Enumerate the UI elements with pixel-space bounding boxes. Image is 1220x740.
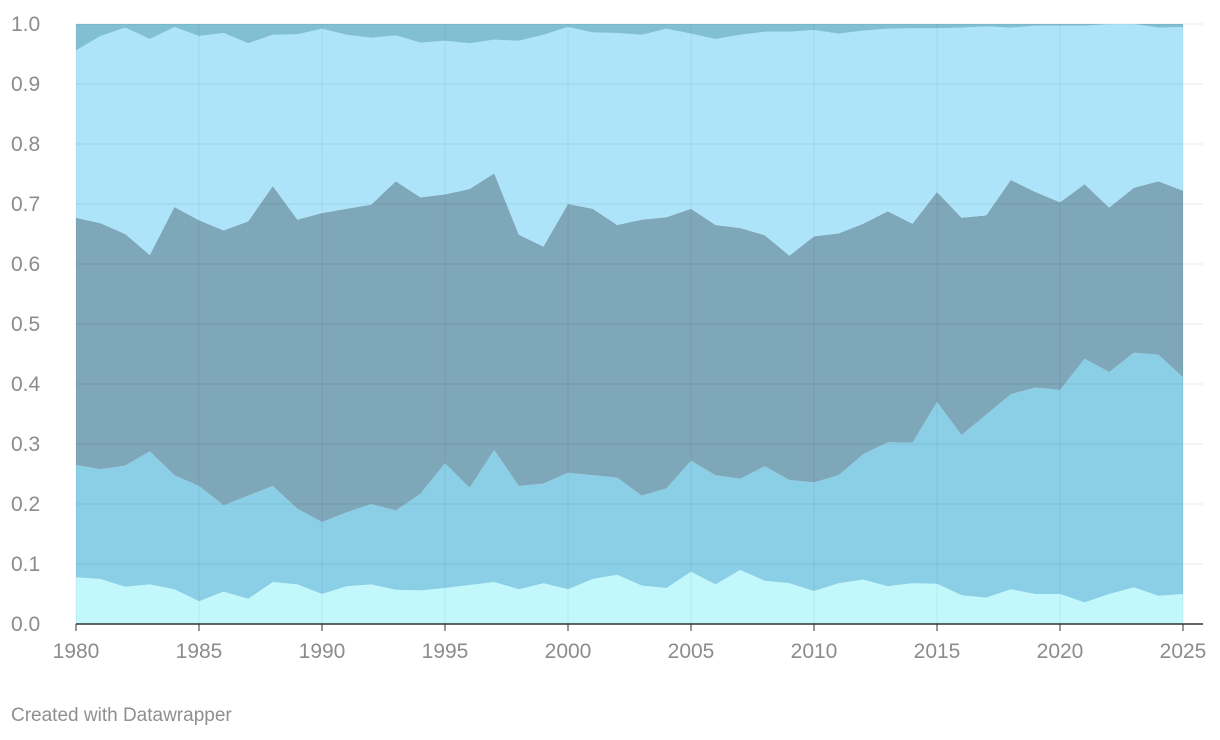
y-tick-label: 0.0 (11, 613, 40, 636)
x-tick-label: 1995 (422, 640, 469, 663)
y-tick-label: 0.3 (11, 433, 40, 456)
area-series-5 (76, 24, 1183, 51)
x-axis-ticks: 1980 1985 1990 1995 2000 2005 2010 2015 2020 2025 (53, 624, 1207, 663)
x-tick-label: 1980 (53, 640, 100, 663)
x-tick-label: 2015 (914, 640, 961, 663)
x-tick-label: 1985 (176, 640, 223, 663)
y-tick-label: 0.6 (11, 253, 40, 276)
x-tick-label: 2025 (1160, 640, 1207, 663)
stacked-area-chart: 0.00.10.20.30.40.50.60.70.80.91.0 1980 19… (11, 13, 1207, 663)
y-tick-label: 0.7 (11, 193, 40, 216)
y-tick-label: 0.2 (11, 493, 40, 516)
y-tick-label: 0.5 (11, 313, 40, 336)
y-tick-label: 0.4 (11, 373, 41, 396)
y-axis-ticks: 0.0 0.1 0.2 0.3 0.4 0.5 0.6 0.7 0.8 0.9 1.0 (11, 13, 41, 636)
grid-lines (75, 23, 1203, 624)
area-series-1 (76, 570, 1183, 624)
x-tick-label: 2000 (545, 640, 592, 663)
datawrapper-credit: Created with Datawrapper (11, 705, 232, 726)
x-tick-label: 2020 (1037, 640, 1084, 663)
x-tick-label: 1990 (299, 640, 346, 663)
x-tick-label: 2005 (668, 640, 715, 663)
y-tick-label: 0.9 (11, 73, 40, 96)
area-series-group (76, 24, 1183, 624)
area-series-3 (76, 173, 1183, 522)
area-series-2 (76, 352, 1183, 603)
y-tick-label: 0.1 (11, 553, 40, 576)
area-series-4 (76, 24, 1183, 256)
y-tick-label: 1.0 (11, 13, 40, 36)
x-tick-label: 2010 (791, 640, 838, 663)
y-tick-label: 0.8 (11, 133, 40, 156)
